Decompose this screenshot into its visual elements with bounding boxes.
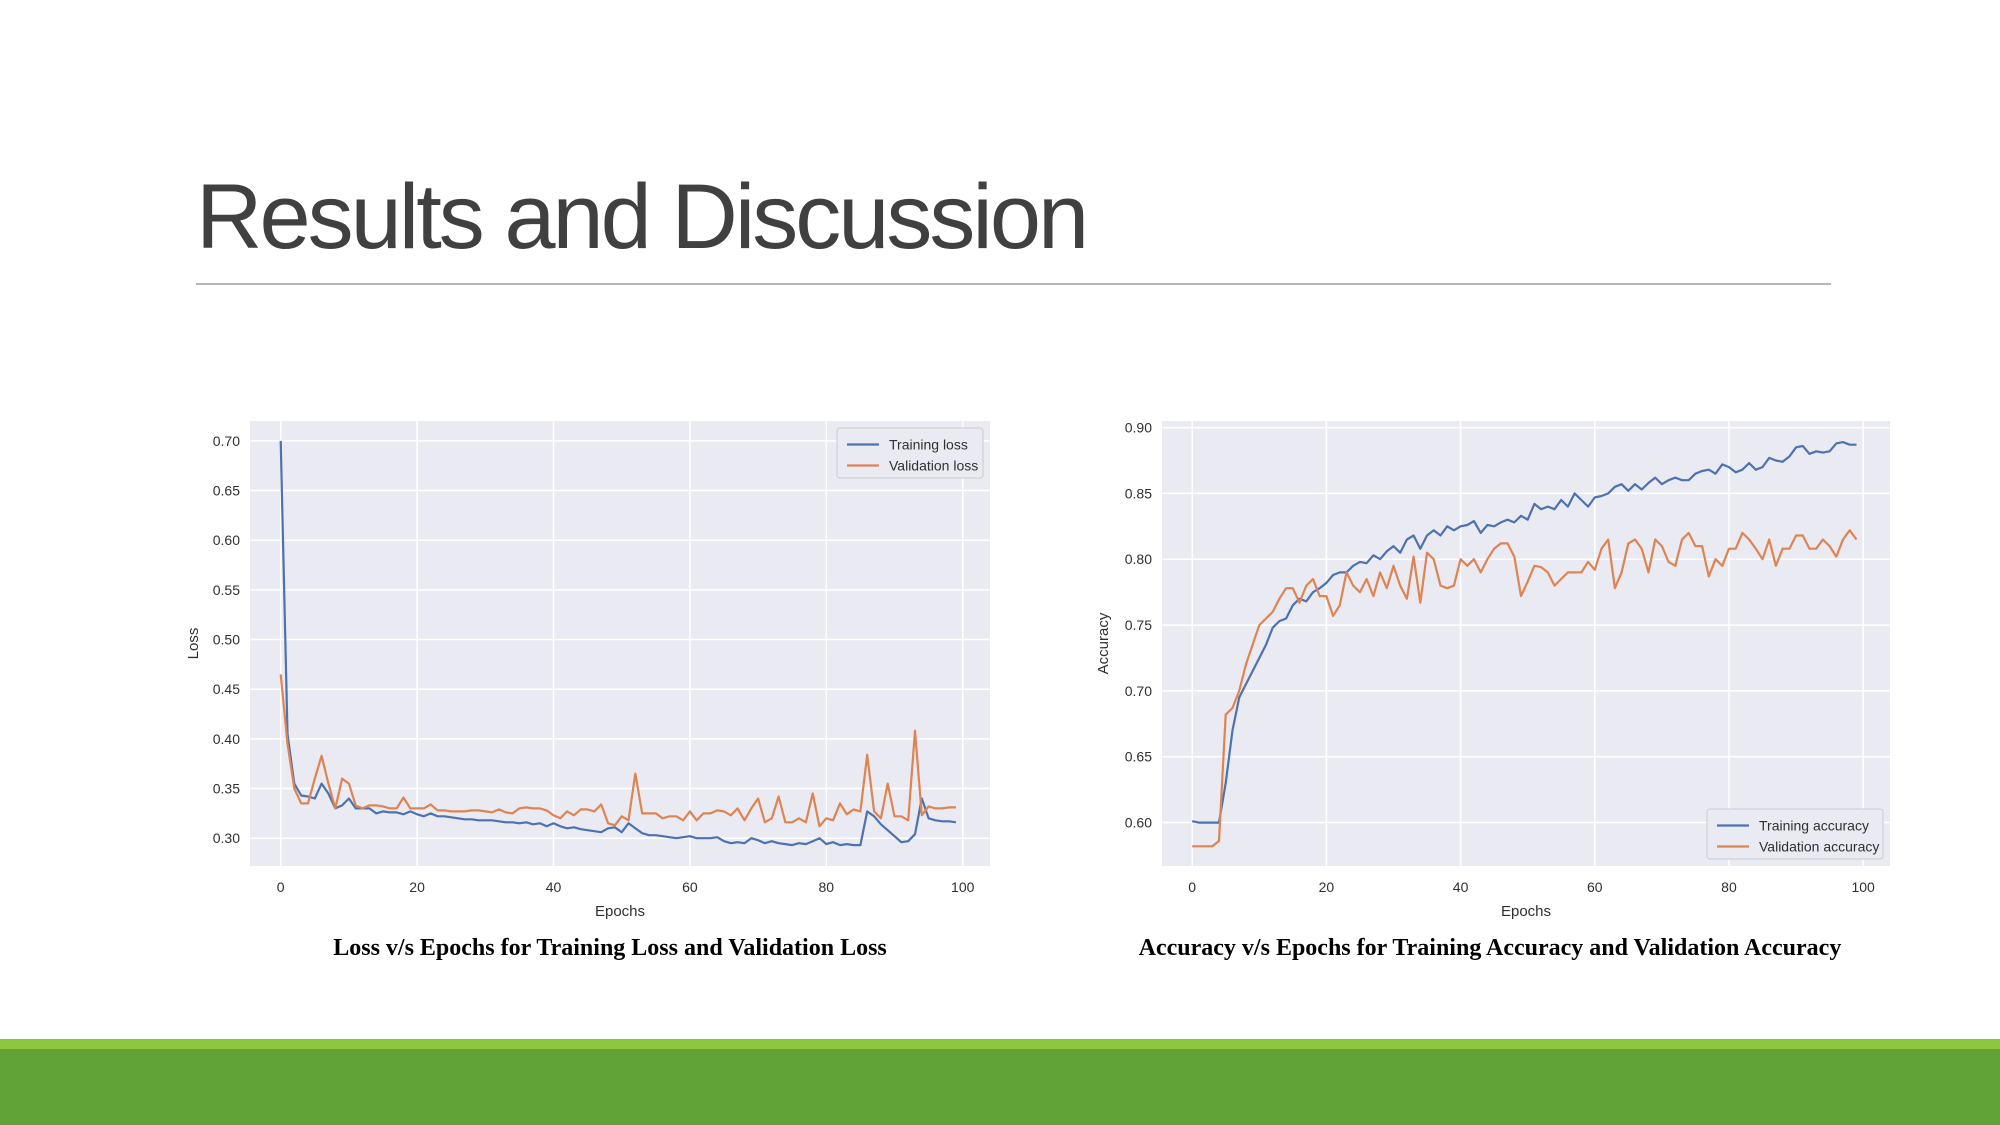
y-tick-label: 0.90 [1125,420,1152,436]
y-tick-label: 0.40 [213,731,240,747]
series-line-training-accuracy [1191,440,1857,824]
legend-box [1706,808,1884,860]
legend-label: Validation accuracy [1759,839,1879,855]
accuracy-chart: 0 20 40 60 80 100 0.60 0.65 0.70 0.75 0.80 0.85 0.90… [1095,420,1890,920]
y-tick-label: 0.85 [1125,485,1152,501]
y-tick-label: 0.70 [1125,683,1152,699]
y-tick-label: 0.80 [1125,551,1152,567]
x-tick-label: 80 [819,879,835,895]
x-tick-label: 60 [1587,879,1603,895]
x-tick-label: 0 [1188,879,1196,895]
y-tick-label: 0.60 [213,532,240,548]
y-tick-label: 0.65 [213,483,240,499]
y-tick-label: 0.60 [1125,815,1152,831]
x-tick-label: 100 [1851,879,1875,895]
y-tick-label: 0.45 [213,681,240,697]
x-tick-label: 40 [1453,879,1469,895]
plot-area [1162,421,1890,866]
x-axis-label: Epochs [595,903,645,920]
y-tick-label: 0.50 [213,632,240,648]
x-tick-label: 40 [546,879,562,895]
loss-chart: 0 20 40 60 80 100 0.30 0.35 0.40 0.45 0.50 0.55 0.60… [185,421,990,920]
x-tick-label: 20 [1319,879,1335,895]
legend-label: Validation loss [889,458,978,474]
y-tick-label: 0.75 [1125,617,1152,633]
x-axis-label: Epochs [1501,903,1551,920]
y-tick-label: 0.55 [213,582,240,598]
x-tick-label: 80 [1721,879,1737,895]
footer-band-light [0,1039,2000,1049]
x-tick-label: 20 [409,879,425,895]
footer-band-dark [0,1049,2000,1125]
plot-area [250,421,990,866]
legend-label: Training loss [889,437,968,453]
series-line-training-loss [279,440,957,847]
y-tick-label: 0.65 [1125,749,1152,765]
accuracy-chart-caption: Accuracy v/s Epochs for Training Accurac… [1138,935,1842,961]
series-line-validation-accuracy [1192,529,1858,848]
x-tick-label: 100 [951,879,975,895]
y-axis-label: Loss [185,628,202,660]
loss-chart-caption: Loss v/s Epochs for Training Loss and Va… [333,935,887,961]
slide-title: Results and Discussion [196,166,1089,268]
legend-label: Training accuracy [1759,818,1869,834]
y-tick-label: 0.70 [213,433,240,449]
y-axis-label: Accuracy [1095,612,1112,674]
x-tick-label: 60 [682,879,698,895]
x-tick-label: 0 [277,879,285,895]
title-divider [196,283,1831,285]
y-tick-label: 0.35 [213,781,240,797]
series-line-validation-loss [279,674,956,828]
y-tick-label: 0.30 [213,830,240,846]
